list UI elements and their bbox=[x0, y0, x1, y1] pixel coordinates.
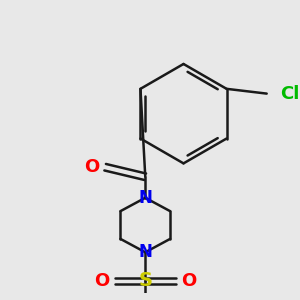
Text: N: N bbox=[138, 243, 152, 261]
Text: O: O bbox=[84, 158, 99, 176]
Text: S: S bbox=[138, 272, 152, 290]
Text: Cl: Cl bbox=[280, 85, 299, 103]
Text: N: N bbox=[138, 189, 152, 207]
Text: O: O bbox=[94, 272, 109, 290]
Text: O: O bbox=[182, 272, 197, 290]
